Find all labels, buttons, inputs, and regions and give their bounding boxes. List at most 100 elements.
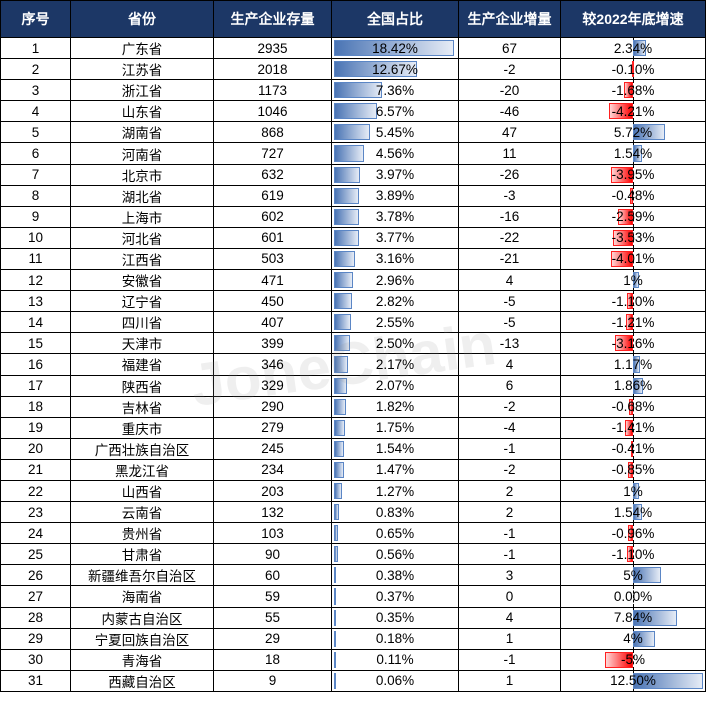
table-cell: 4 <box>458 606 561 629</box>
table-cell: 5.45% <box>331 121 459 144</box>
table-cell: 4 <box>0 100 71 123</box>
table-cell: 新疆维吾尔自治区 <box>70 564 214 587</box>
table-cell: 2.82% <box>331 290 459 313</box>
table-cell: -1 <box>458 543 561 566</box>
growth-data-bar <box>630 440 633 457</box>
cell-value: 0.83% <box>375 504 415 520</box>
table-cell: 16 <box>0 353 71 376</box>
table-cell: 20 <box>0 437 71 460</box>
table-cell: 132 <box>213 501 332 524</box>
table-row: 7 北京市 632 3.97% -26 -3.95% <box>0 163 706 186</box>
cell-value: 503 <box>261 251 284 267</box>
cell-value: 重庆市 <box>121 421 163 437</box>
cell-value: -2 <box>503 462 516 478</box>
cell-value: 1046 <box>257 103 288 119</box>
table-cell: 55 <box>213 606 332 629</box>
table-cell: 67 <box>458 36 561 60</box>
table-cell: 0.37% <box>331 585 459 608</box>
cell-value: 3 <box>31 82 40 98</box>
cell-value: 1% <box>623 272 643 288</box>
cell-value: 12 <box>27 272 44 288</box>
share-data-bar <box>334 398 346 415</box>
table-cell: 450 <box>213 290 332 313</box>
cell-value: 甘肃省 <box>121 548 163 564</box>
table-cell: -22 <box>458 226 561 249</box>
cell-value: -0.68% <box>611 399 655 415</box>
cell-value: 0.06% <box>375 673 415 689</box>
cell-value: -13 <box>499 335 520 351</box>
cell-value: 5.72% <box>613 124 653 140</box>
share-data-bar <box>334 504 340 521</box>
cell-value: 山东省 <box>121 105 163 121</box>
share-data-bar <box>334 187 360 204</box>
share-data-bar <box>334 40 454 57</box>
table-cell: 0.06% <box>331 669 459 692</box>
table-cell: 四川省 <box>70 311 214 334</box>
cell-value: 2.07% <box>375 378 415 394</box>
cell-value: 132 <box>261 504 284 520</box>
share-data-bar <box>334 672 336 689</box>
table-cell: 3.89% <box>331 184 459 207</box>
cell-value: -16 <box>499 209 520 225</box>
table-cell: -3 <box>458 184 561 207</box>
cell-value: -1 <box>503 546 516 562</box>
table-cell: 0.56% <box>331 543 459 566</box>
cell-value: 5.45% <box>375 124 415 140</box>
table-cell: -0.85% <box>560 458 706 481</box>
table-cell: -1 <box>458 522 561 545</box>
table-row: 29 宁夏回族自治区 29 0.18% 1 4% <box>0 627 706 650</box>
table-cell: -1.10% <box>560 543 706 566</box>
table-cell: 203 <box>213 479 332 503</box>
table-cell: -46 <box>458 100 561 123</box>
growth-data-bar <box>632 61 634 78</box>
share-data-bar <box>334 293 353 310</box>
table-cell: 辽宁省 <box>70 290 214 313</box>
table-cell: 2 <box>0 58 71 81</box>
table-cell: 福建省 <box>70 353 214 376</box>
table-cell: 0.65% <box>331 522 459 545</box>
table-cell: 11 <box>458 142 561 165</box>
column-header: 序号 <box>0 0 71 38</box>
table-cell: 湖北省 <box>70 184 214 207</box>
table-cell: 3.77% <box>331 226 459 249</box>
table-cell: 黑龙江省 <box>70 458 214 481</box>
cell-value: -3.95% <box>611 167 655 183</box>
table-row: 1 广东省 2935 18.42% 67 2.34% <box>0 36 706 60</box>
table-row: 6 河南省 727 4.56% 11 1.54% <box>0 142 706 165</box>
cell-value: 450 <box>261 293 284 309</box>
cell-value: 8 <box>31 188 40 204</box>
cell-value: 西藏自治区 <box>108 674 176 690</box>
table-row: 26 新疆维吾尔自治区 60 0.38% 3 5% <box>0 564 706 587</box>
table-cell: 4 <box>458 269 561 292</box>
table-cell: 安徽省 <box>70 269 214 292</box>
table-row: 31 西藏自治区 9 0.06% 1 12.50% <box>0 669 706 692</box>
table-cell: 青海省 <box>70 648 214 671</box>
table-row: 15 天津市 399 2.50% -13 -3.16% <box>0 332 706 355</box>
table-cell: 2.96% <box>331 269 459 292</box>
table-cell: 7 <box>0 163 71 186</box>
cell-value: 90 <box>264 546 281 562</box>
header-row: 序号 省份 生产企业存量 全国占比 生产企业增量 较2022年底增速 <box>0 0 706 38</box>
table-cell: 1% <box>560 479 706 503</box>
table-cell: 471 <box>213 269 332 292</box>
growth-data-bar <box>623 82 633 99</box>
share-data-bar <box>334 229 359 246</box>
cell-value: 上海市 <box>121 210 163 226</box>
cell-value: 3.89% <box>375 188 415 204</box>
growth-data-bar <box>630 187 633 204</box>
share-data-bar <box>334 356 349 373</box>
cell-value: 18 <box>27 399 44 415</box>
share-data-bar <box>334 124 370 141</box>
table-row: 11 江西省 503 3.16% -21 -4.01% <box>0 247 706 271</box>
table-cell: 632 <box>213 163 332 186</box>
cell-value: 2.17% <box>375 356 415 372</box>
share-data-bar <box>334 609 337 626</box>
share-data-bar <box>334 419 346 436</box>
table-cell: 5% <box>560 564 706 587</box>
table-cell: 云南省 <box>70 501 214 524</box>
table-row: 19 重庆市 279 1.75% -4 -1.41% <box>0 416 706 439</box>
cell-value: 59 <box>264 588 281 604</box>
cell-value: 四川省 <box>121 316 163 332</box>
cell-value: 22 <box>27 483 44 499</box>
cell-value: 1173 <box>257 82 288 98</box>
